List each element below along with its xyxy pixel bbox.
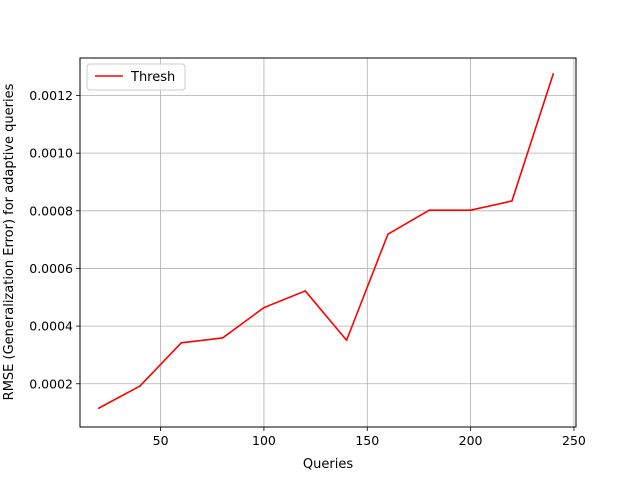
y-tick-label: 0.0006 bbox=[29, 261, 73, 276]
series-line-thresh bbox=[98, 73, 555, 409]
grid-lines bbox=[80, 58, 576, 427]
legend-label-thresh: Thresh bbox=[130, 70, 175, 85]
data-point bbox=[428, 209, 431, 212]
data-point bbox=[345, 339, 348, 342]
y-axis: 0.0002 0.0004 0.0006 0.0008 0.0010 0.0012 bbox=[29, 88, 80, 391]
x-tick-label: 250 bbox=[562, 433, 586, 448]
y-tick-label: 0.0010 bbox=[29, 146, 73, 161]
x-tick-label: 200 bbox=[459, 433, 483, 448]
y-tick-label: 0.0002 bbox=[29, 376, 73, 391]
legend-box bbox=[86, 63, 186, 91]
data-point bbox=[469, 209, 472, 212]
y-tick-label: 0.0008 bbox=[29, 203, 73, 218]
x-tick-label: 50 bbox=[153, 433, 169, 448]
data-point bbox=[180, 342, 183, 344]
data-point bbox=[304, 290, 307, 292]
y-axis-label: RMSE (Generalization Error) for adaptive… bbox=[2, 83, 17, 400]
y-tick-label: 0.0004 bbox=[29, 319, 73, 334]
plot-frame bbox=[79, 57, 577, 428]
data-point bbox=[552, 73, 555, 75]
data-point bbox=[387, 233, 389, 235]
series-layer bbox=[97, 73, 555, 410]
x-axis-label: Queries bbox=[303, 457, 353, 472]
data-point bbox=[139, 385, 141, 387]
data-point bbox=[511, 200, 513, 202]
legend: Thresh bbox=[86, 63, 186, 91]
data-point bbox=[97, 407, 100, 410]
data-point bbox=[221, 337, 224, 339]
x-tick-label: 150 bbox=[355, 433, 379, 448]
data-point bbox=[263, 306, 265, 309]
y-tick-label: 0.0012 bbox=[29, 88, 73, 103]
x-axis: 50 100 150 200 250 bbox=[153, 427, 586, 448]
x-tick-label: 100 bbox=[252, 433, 276, 448]
